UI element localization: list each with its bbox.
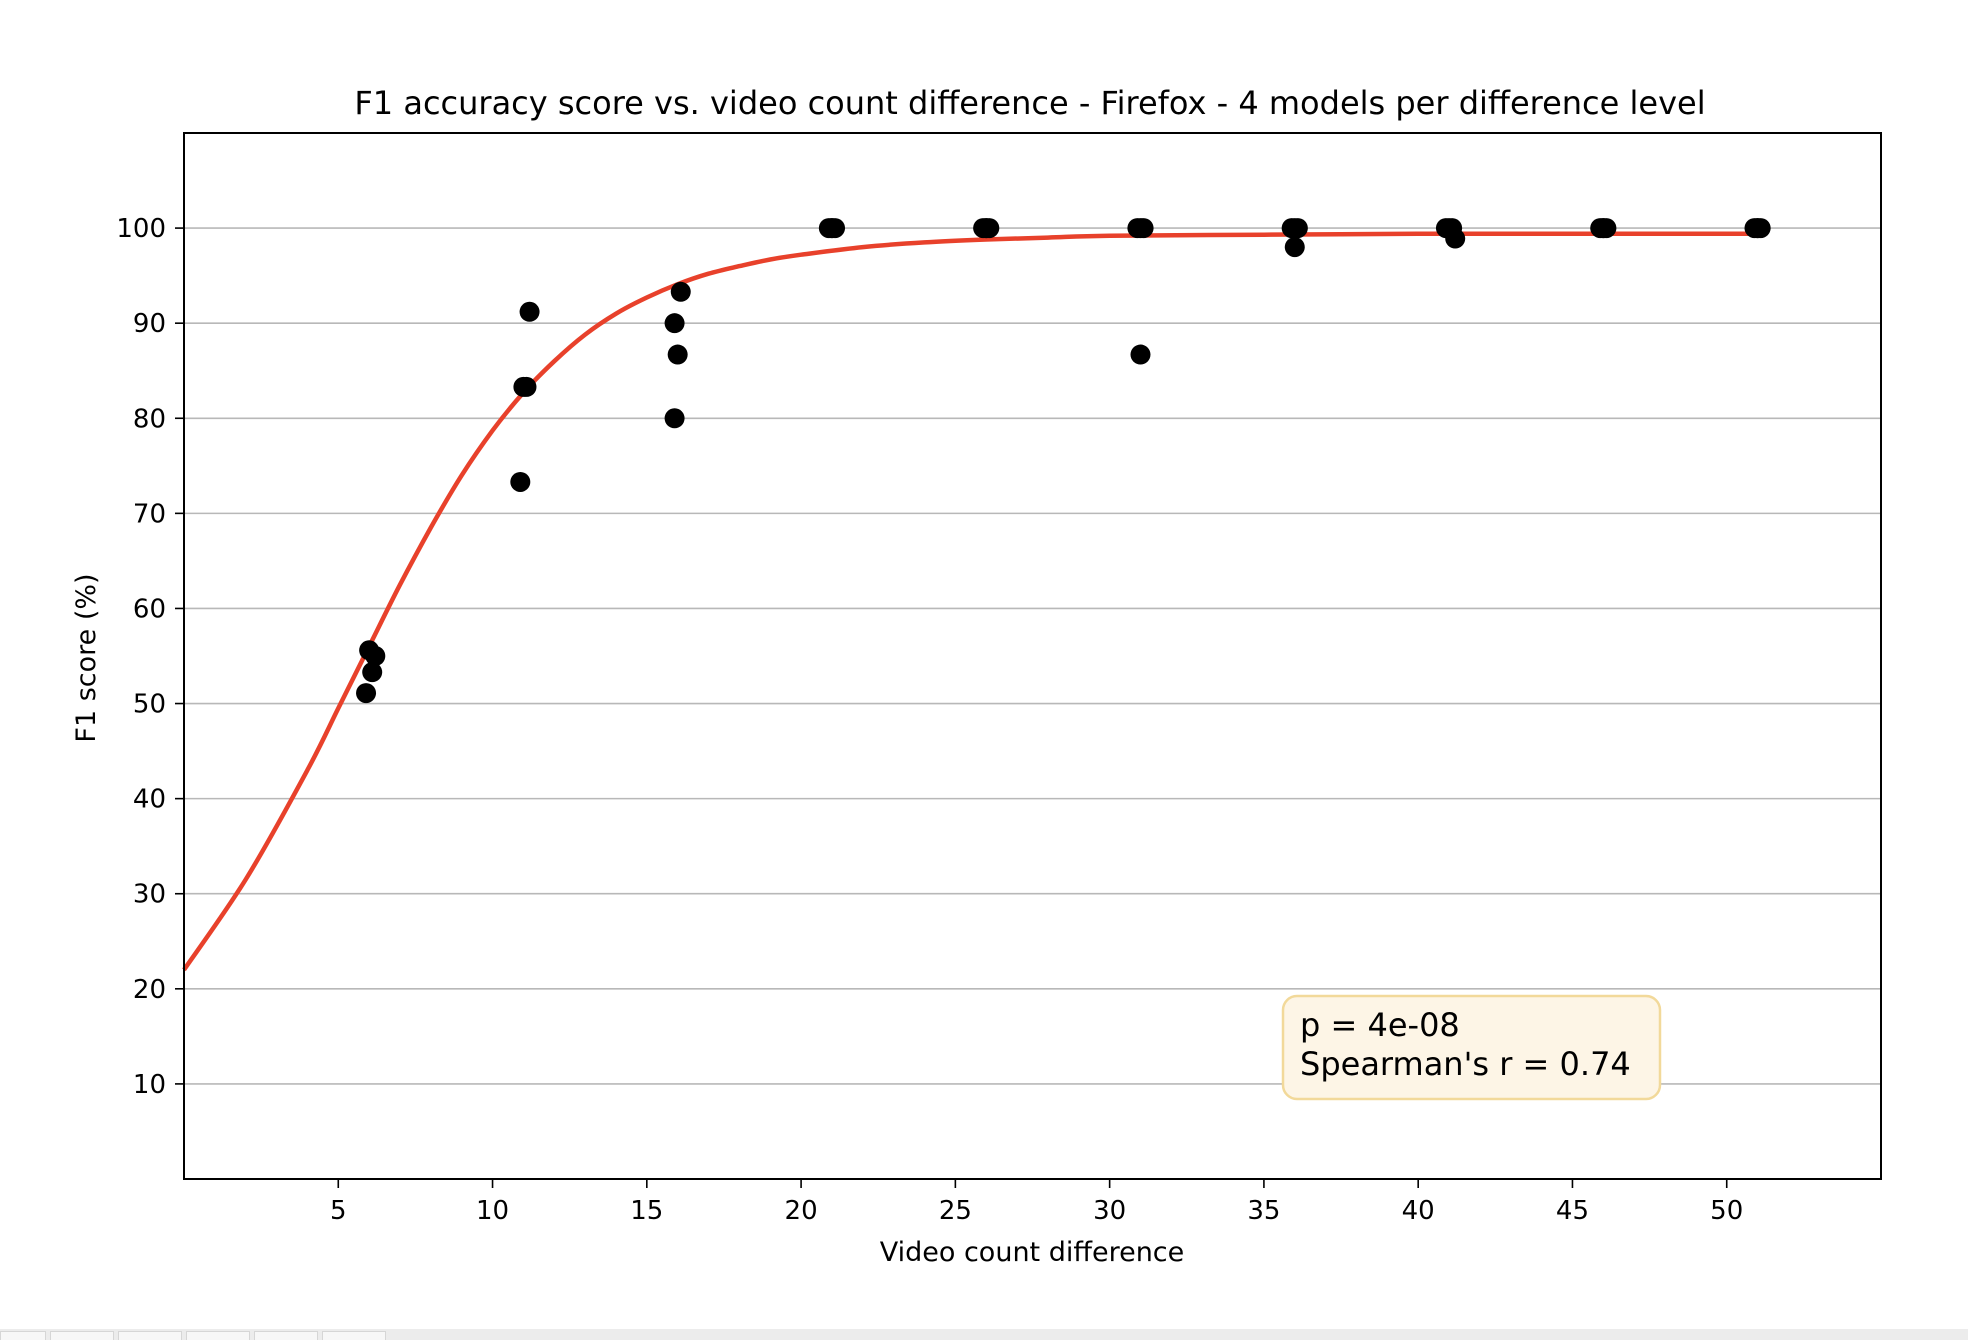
data-point: [359, 640, 380, 661]
chart-title: F1 accuracy score vs. video count differ…: [354, 84, 1705, 122]
y-tick-label: 70: [133, 499, 166, 529]
x-tick-label: 20: [785, 1196, 818, 1226]
data-points: [356, 218, 1771, 704]
x-tick-label: 10: [476, 1196, 509, 1226]
annotation-background: [1281, 994, 1662, 1101]
stats-annotation: p = 4e-08 Spearman's r = 0.74: [1281, 994, 1662, 1101]
data-point: [519, 301, 540, 322]
x-tick-label: 45: [1556, 1196, 1589, 1226]
x-tick-label: 5: [330, 1196, 347, 1226]
data-point: [1593, 218, 1614, 239]
data-point: [1445, 228, 1466, 249]
y-tick-label: 30: [133, 880, 166, 910]
data-point: [664, 408, 685, 429]
data-point: [1284, 237, 1305, 258]
x-axis-ticks: 5 10 15 20 25 30 35 40 45 50: [330, 1179, 1743, 1226]
data-point: [510, 471, 531, 492]
x-tick-label: 15: [630, 1196, 663, 1226]
data-point: [1133, 218, 1154, 239]
data-point: [670, 281, 691, 302]
strip-tab: [118, 1331, 182, 1340]
x-tick-label: 35: [1247, 1196, 1280, 1226]
y-tick-label: 90: [133, 309, 166, 339]
y-tick-label: 100: [116, 214, 166, 244]
bottom-scroll-strip: [0, 1329, 1968, 1340]
data-point: [821, 218, 842, 239]
y-tick-label: 50: [133, 690, 166, 720]
y-axis-ticks: 10 20 30 40 50 60 70 80 90 100: [116, 214, 184, 1100]
data-point: [976, 218, 997, 239]
fit-curve-layer: [182, 231, 1758, 972]
data-point: [362, 662, 383, 683]
strip-tab: [186, 1331, 250, 1340]
data-point: [1130, 344, 1151, 365]
y-tick-label: 20: [133, 975, 166, 1005]
data-point: [664, 313, 685, 334]
y-tick-label: 40: [133, 785, 166, 815]
strip-tab: [322, 1331, 386, 1340]
strip-tab: [50, 1331, 114, 1340]
fit-curve: [182, 231, 1758, 972]
y-tick-label: 60: [133, 594, 166, 624]
x-tick-label: 50: [1710, 1196, 1743, 1226]
x-axis-label: Video count difference: [880, 1237, 1185, 1268]
annotation-spearman: Spearman's r = 0.74: [1300, 1045, 1631, 1083]
plot-frame: [183, 132, 1882, 1180]
strip-tab: [254, 1331, 318, 1340]
x-tick-label: 25: [939, 1196, 972, 1226]
y-tick-label: 80: [133, 404, 166, 434]
x-tick-label: 40: [1402, 1196, 1435, 1226]
data-point: [516, 376, 537, 397]
gridlines: [184, 227, 1881, 1085]
data-point: [356, 683, 377, 704]
strip-tab: [0, 1331, 46, 1340]
y-axis-label: F1 score (%): [71, 573, 102, 742]
data-point: [1287, 218, 1308, 239]
y-tick-label: 10: [133, 1070, 166, 1100]
x-tick-label: 30: [1093, 1196, 1126, 1226]
annotation-p-value: p = 4e-08: [1300, 1006, 1460, 1044]
data-point: [1747, 218, 1768, 239]
data-point: [667, 344, 688, 365]
